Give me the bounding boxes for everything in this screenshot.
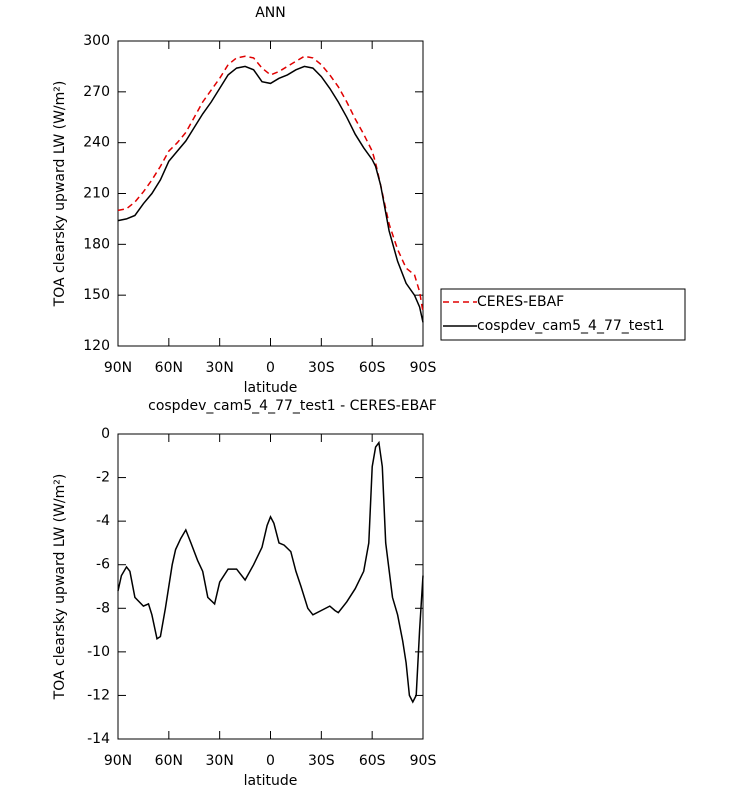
x-tick-label: 90S — [410, 753, 437, 769]
y-axis-label: TOA clearsky upward LW (W/m²) — [52, 474, 68, 701]
x-tick-label: 30S — [308, 753, 335, 769]
x-tick-label: 0 — [266, 360, 275, 376]
x-tick-label: 60N — [155, 753, 183, 769]
x-tick-label: 90N — [104, 753, 132, 769]
chart-title: ANN — [255, 5, 286, 21]
x-tick-label: 60S — [359, 360, 386, 376]
plot-frame — [117, 433, 424, 740]
data-line — [117, 440, 424, 704]
x-tick-label: 0 — [266, 753, 275, 769]
x-tick-label: 90N — [104, 360, 132, 376]
plot-frame — [117, 40, 424, 347]
y-tick-label: 240 — [83, 135, 110, 151]
legend-box — [440, 288, 686, 341]
y-tick-label: 210 — [83, 186, 110, 202]
x-tick-label: 30N — [206, 360, 234, 376]
x-tick-label: 90S — [410, 360, 437, 376]
y-tick-label: 300 — [83, 33, 110, 49]
y-tick-label: 180 — [83, 236, 110, 252]
x-tick-label: 60N — [155, 360, 183, 376]
data-line — [117, 55, 424, 313]
legend-label: cospdev_cam5_4_77_test1 — [477, 318, 665, 334]
y-tick-label: -12 — [87, 687, 110, 703]
y-tick-label: -2 — [96, 470, 110, 486]
chart-title: cospdev_cam5_4_77_test1 - CERES-EBAF — [148, 398, 437, 414]
y-tick-label: -6 — [96, 557, 110, 573]
y-tick-label: -4 — [96, 513, 110, 529]
y-tick-label: 270 — [83, 84, 110, 100]
y-tick-label: 150 — [83, 287, 110, 303]
y-tick-label: 0 — [101, 426, 110, 442]
y-axis-label: TOA clearsky upward LW (W/m²) — [52, 81, 68, 308]
legend-label: CERES-EBAF — [477, 294, 564, 310]
x-axis-label: latitude — [244, 773, 298, 789]
y-tick-label: 120 — [83, 338, 110, 354]
y-tick-label: -8 — [96, 600, 110, 616]
x-axis-label: latitude — [244, 380, 298, 396]
x-tick-label: 30S — [308, 360, 335, 376]
data-line — [117, 65, 424, 323]
x-tick-label: 30N — [206, 753, 234, 769]
y-tick-label: -14 — [87, 731, 110, 747]
y-tick-label: -10 — [87, 644, 110, 660]
x-tick-label: 60S — [359, 753, 386, 769]
